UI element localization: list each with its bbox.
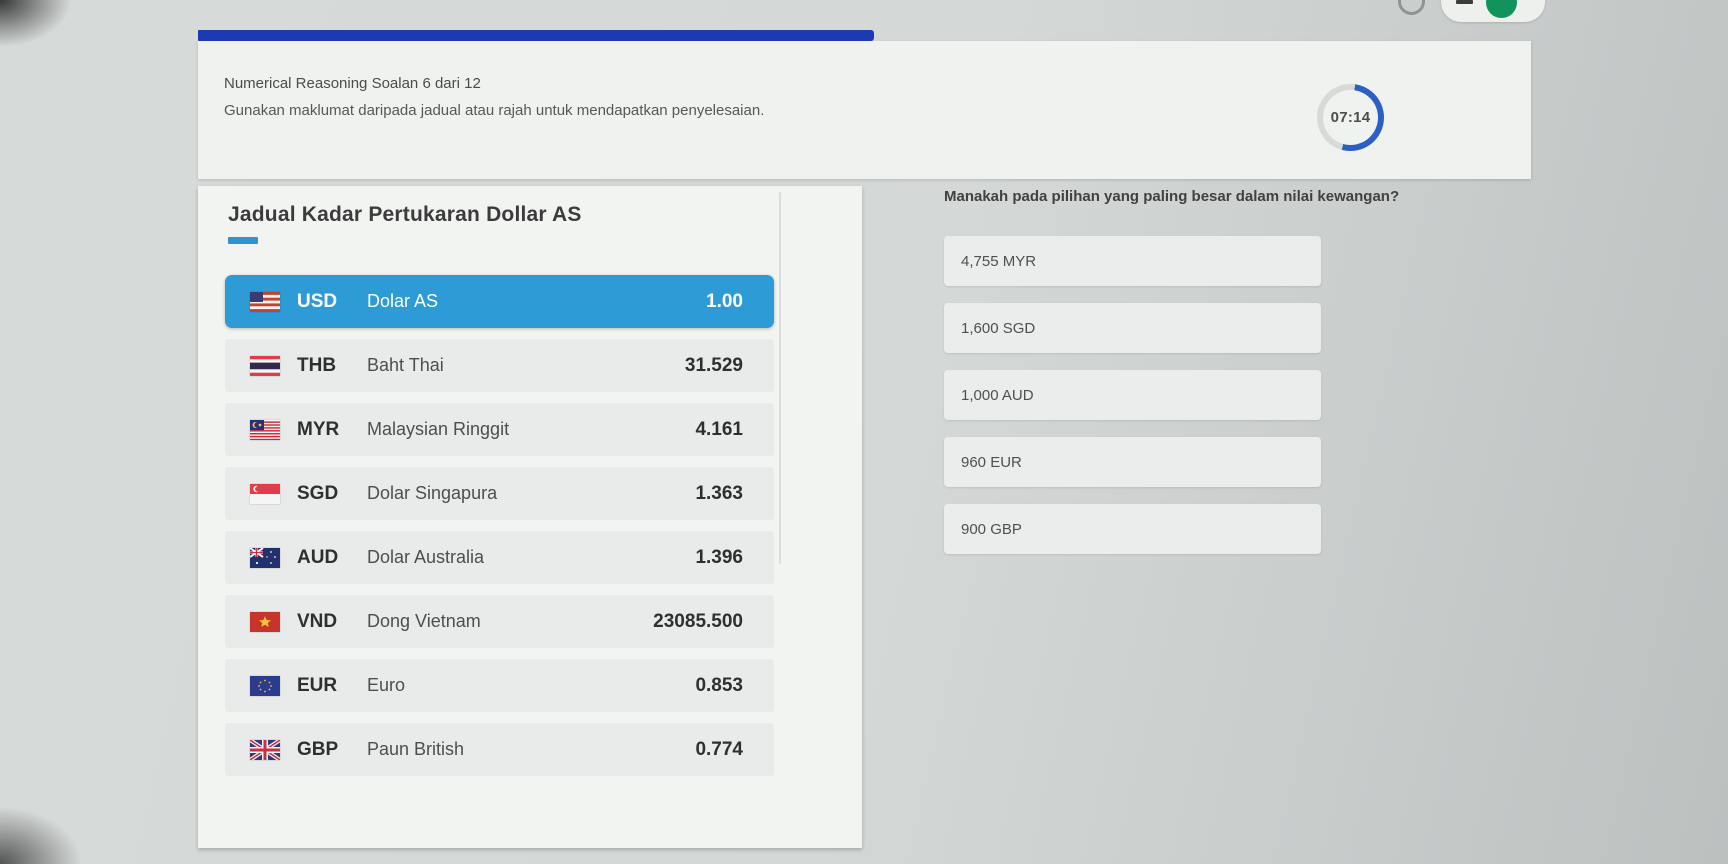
option-label: 4,755 MYR (961, 252, 1037, 270)
option-label: 900 GBP (961, 520, 1022, 538)
currency-code: GBP (297, 738, 339, 760)
currency-rate: 31.529 (684, 354, 743, 376)
currency-rate: 4.161 (695, 418, 743, 440)
table-row-eur: EUR Euro 0.853 (225, 659, 774, 712)
table-row-thb: THB Baht Thai 31.529 (225, 339, 774, 392)
currency-name: Dolar AS (367, 291, 439, 311)
currency-code: EUR (297, 674, 338, 696)
currency-name: Dolar Australia (367, 547, 485, 567)
header-card: Numerical Reasoning Soalan 6 dari 12 Gun… (198, 41, 1531, 179)
usa-flag-icon (250, 291, 280, 312)
table-scroll-track (779, 192, 781, 564)
timer-value: 07:14 (1323, 90, 1378, 145)
currency-code: SGD (297, 482, 339, 504)
green-status-dot-icon (1486, 0, 1517, 18)
currency-rate: 1.00 (706, 290, 743, 312)
currency-code: USD (297, 290, 338, 312)
uk-flag-icon (250, 739, 280, 760)
currency-name: Baht Thai (367, 355, 444, 375)
vietnam-flag-icon (250, 611, 280, 632)
option-label: 1,600 SGD (961, 319, 1036, 337)
currency-rate: 0.853 (695, 674, 743, 696)
table-row-vnd: VND Dong Vietnam 23085.500 (225, 595, 774, 648)
minimize-icon[interactable] (1456, 0, 1473, 4)
answer-option-2[interactable]: 1,600 SGD (944, 303, 1321, 353)
title-underline (228, 237, 258, 244)
currency-name: Euro (367, 675, 406, 695)
answer-option-3[interactable]: 1,000 AUD (944, 370, 1321, 420)
singapore-flag-icon (250, 483, 280, 504)
table-title: Jadual Kadar Pertukaran Dollar AS (228, 203, 582, 226)
answer-option-5[interactable]: 900 GBP (944, 504, 1321, 554)
currency-name: Paun British (367, 739, 465, 759)
table-row-aud: AUD Dolar Australia 1.396 (225, 531, 774, 584)
australia-flag-icon (250, 547, 280, 568)
currency-name: Dong Vietnam (367, 611, 481, 631)
photo-dark-corner-bottom (0, 808, 80, 864)
table-row-sgd: SGD Dolar Singapura 1.363 (225, 467, 774, 520)
currency-rate: 0.774 (695, 738, 743, 760)
record-circle-icon[interactable] (1398, 0, 1425, 15)
option-label: 1,000 AUD (961, 386, 1034, 404)
photo-dark-corner-top (0, 0, 70, 46)
quiz-title: Numerical Reasoning Soalan 6 dari 12 (224, 75, 481, 92)
currency-rate: 23085.500 (653, 610, 743, 632)
question-text: Manakah pada pilihan yang paling besar d… (944, 188, 1400, 205)
currency-code: AUD (297, 546, 339, 568)
window-controls (1441, 0, 1545, 22)
answer-option-4[interactable]: 960 EUR (944, 437, 1321, 487)
currency-code: VND (297, 610, 338, 632)
eu-flag-icon (250, 675, 280, 696)
thailand-flag-icon (250, 355, 280, 376)
table-row-gbp: GBP Paun British 0.774 (225, 723, 774, 776)
quiz-instruction: Gunakan maklumat daripada jadual atau ra… (224, 102, 765, 119)
quiz-progress-bar (198, 30, 874, 41)
malaysia-flag-icon (250, 419, 280, 440)
currency-list: USD Dolar AS 1.00 THB Baht Thai 31.529 M… (225, 275, 774, 787)
currency-rate: 1.396 (695, 546, 743, 568)
table-row-myr: MYR Malaysian Ringgit 4.161 (225, 403, 774, 456)
currency-name: Malaysian Ringgit (367, 419, 510, 439)
table-row-usd: USD Dolar AS 1.00 (225, 275, 774, 328)
exchange-rate-card: Jadual Kadar Pertukaran Dollar AS USD Do… (198, 186, 862, 848)
countdown-timer-ring: 07:14 (1317, 84, 1384, 151)
currency-rate: 1.363 (695, 482, 743, 504)
option-label: 960 EUR (961, 453, 1022, 471)
currency-code: THB (297, 354, 337, 376)
currency-name: Dolar Singapura (367, 483, 498, 503)
currency-code: MYR (297, 418, 340, 440)
answer-option-1[interactable]: 4,755 MYR (944, 236, 1321, 286)
